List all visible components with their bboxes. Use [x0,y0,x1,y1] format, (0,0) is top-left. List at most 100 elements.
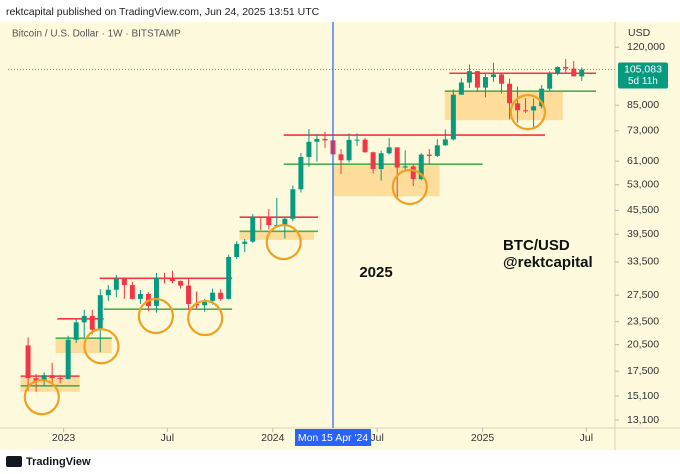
y-tick-label: 85,000 [627,99,659,111]
candle-body [161,277,167,279]
candle-body [129,285,135,299]
candle-body [153,277,159,306]
candle-body [290,189,296,219]
y-tick-label: 45,500 [627,204,659,216]
candle-body [370,152,376,170]
candle-body [394,147,400,168]
candle-body [466,71,472,83]
x-tick-label: 2024 [261,432,285,444]
candle-body [218,292,224,299]
x-tick-label: Jul [370,432,383,444]
highlight-circle [509,94,546,131]
candle-body [354,139,360,141]
candle-body [170,278,175,282]
candle-body [418,154,424,180]
candle-body [186,285,192,304]
candle-body [226,257,232,299]
candle-body [539,88,545,107]
candle-body [563,66,569,69]
candle-body [523,110,529,112]
candle-body [178,281,184,286]
candle-body [378,153,384,169]
candle-body [298,157,304,190]
annotation-text: 2025 [359,264,392,281]
plot-pane [8,58,615,416]
candle-body [555,66,561,73]
candle-body [434,145,440,156]
candle-body [250,216,256,242]
candle-body [65,339,71,380]
candle-body [306,141,312,158]
zone [239,231,315,240]
last-price-label: 105,083 [624,63,662,75]
candle-body [266,217,272,226]
y-tick-label: 17,500 [627,365,659,377]
candle-body [490,74,496,78]
publish-header: rektcapital published on TradingView.com… [6,6,320,18]
candle-body [258,216,264,218]
candle-body [474,71,480,88]
y-tick-label: 13,100 [627,414,659,426]
y-tick-label: 120,000 [627,41,665,53]
highlight-circle [187,299,224,337]
y-tick-label: 27,500 [627,289,659,301]
candle-body [41,375,47,382]
annotation-text: @rektcapital [503,254,593,271]
candle-body [499,74,504,84]
annotation-text: BTC/USD [503,237,570,254]
y-tick-label: 61,000 [627,155,659,167]
x-tick-label: Jul [580,432,593,444]
highlight-circle [265,223,302,261]
symbol-legend: Bitcoin / U.S. Dollar · 1W · BITSTAMP [12,29,181,40]
y-tick-label: 73,000 [627,125,659,137]
highlight-circle [83,328,120,365]
candle-body [210,292,216,301]
candle-body [442,139,448,146]
candle-body [242,241,248,244]
candle-body [49,375,55,379]
candle-body [202,300,208,306]
candle-body [426,154,432,156]
x-tick-label: 2023 [52,432,76,444]
candle-body [362,139,368,153]
candle-body [531,106,537,111]
y-tick-label: 33,500 [627,256,659,268]
candle-body [547,72,553,89]
candle-body [322,138,328,141]
candle-body [346,139,352,161]
candle-body [571,68,577,77]
candle-body [450,94,456,140]
x-tick-label: Jul [161,432,174,444]
candle-body [515,103,521,111]
candle-body [482,77,488,88]
candle-body [33,378,39,382]
candle-body [282,218,288,226]
candle-body [314,138,320,142]
candle-body [410,166,416,180]
last-price-tag [618,62,668,89]
highlight-circle [391,168,428,206]
countdown-label: 5d 11h [628,76,658,87]
candle-body [338,154,344,161]
candle-body [137,293,143,299]
candle-body [105,289,111,296]
x-tick-label: 2025 [471,432,495,444]
candle-body [458,82,464,95]
y-tick-label: 53,000 [627,179,659,191]
y-tick-label: 20,500 [627,338,659,350]
y-tick-label: 23,500 [627,315,659,327]
candle-body [89,315,95,330]
highlight-circle [23,379,60,416]
candle-body [73,322,79,340]
candle-body [97,295,103,330]
chart-background [0,22,680,450]
candle-body [386,147,392,154]
candle-body [25,345,31,379]
candle-body [81,315,87,323]
y-tick-label: 15,100 [627,390,659,402]
candle-body [507,83,513,104]
crosshair-label-bg [294,429,371,446]
zone [20,376,80,392]
